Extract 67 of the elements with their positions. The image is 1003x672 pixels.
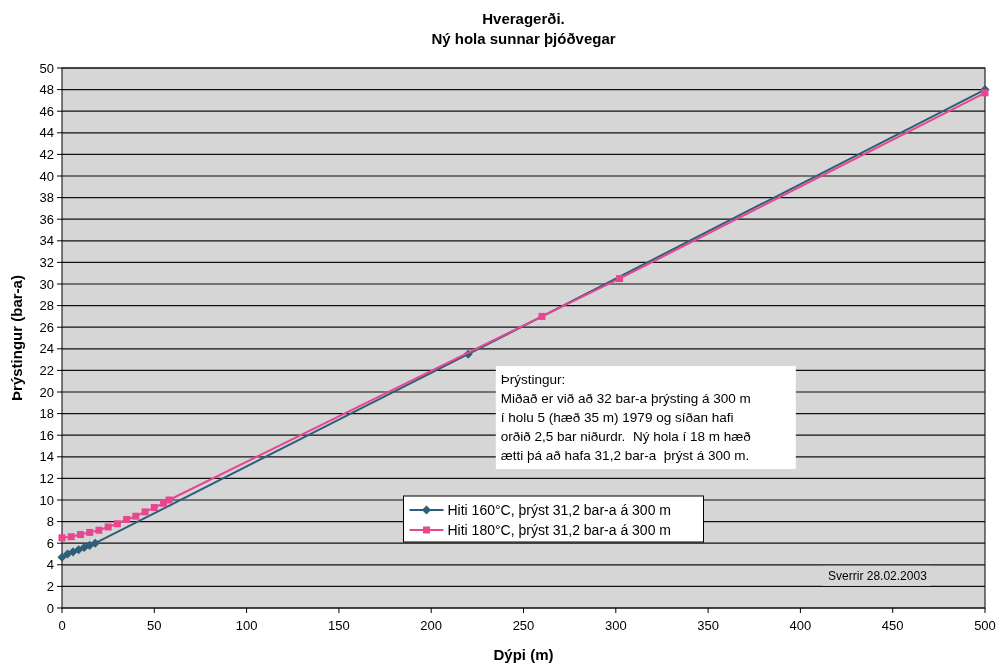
annotation: Þrýstingur: Miðað er við að 32 bar-a þrýsting á 300 m í holu 5 (hæð 35 m) 1979 og síðan hafi orðið 2,5 bar niðurdr. Ný hola í 18 m hæð ætti þá að hafa 31,2 bar-a þrýst á 300 m. <box>500 372 751 464</box>
y-tick-label: 14 <box>39 449 54 465</box>
y-tick-label: 16 <box>39 427 54 443</box>
point <box>104 523 112 531</box>
x-tick-label: 50 <box>147 618 162 633</box>
point <box>68 547 78 557</box>
x-tick-label: 350 <box>697 618 719 633</box>
y-tick-label: 30 <box>39 276 54 292</box>
annotation: Sverrir 28.02.2003 <box>828 568 928 583</box>
x-tick-label: 100 <box>235 618 258 633</box>
point <box>76 531 84 539</box>
y-tick-label: 36 <box>39 211 54 227</box>
point <box>113 520 121 528</box>
y-tick-label: 26 <box>39 319 54 335</box>
x-tick-label: 150 <box>328 618 350 633</box>
point <box>57 552 67 562</box>
x-axis-title: Dýpi (m) <box>493 646 554 663</box>
y-tick-label: 46 <box>39 103 54 119</box>
y-tick-label: 28 <box>39 298 54 314</box>
y-tick-label: 6 <box>46 535 54 551</box>
point <box>58 534 66 542</box>
y-tick-label: 40 <box>39 168 54 184</box>
point <box>90 538 100 548</box>
point <box>538 312 546 320</box>
y-tick-label: 8 <box>46 514 54 530</box>
y-tick-label: 2 <box>46 578 54 594</box>
point <box>67 533 75 541</box>
y-tick-label: 22 <box>39 362 54 378</box>
y-tick-label: 38 <box>39 190 54 206</box>
y-tick-label: 50 <box>39 60 54 76</box>
x-tick-label: 250 <box>512 618 535 633</box>
x-tick-label: 300 <box>604 618 627 633</box>
y-tick-label: 0 <box>46 600 54 616</box>
y-tick-label: 32 <box>39 254 54 270</box>
chart-subtitle: Ný hola sunnar þjóðvegar <box>431 30 616 47</box>
y-tick-label: 34 <box>39 233 54 249</box>
point <box>132 512 140 520</box>
point <box>150 504 158 512</box>
y-tick-label: 44 <box>39 125 54 141</box>
y-tick-label: 10 <box>39 492 54 508</box>
y-tick-label: 20 <box>39 384 54 400</box>
y-axis-title: Þrýstingur (bar-a) <box>8 275 25 401</box>
y-tick-label: 48 <box>39 82 54 98</box>
y-tick-label: 4 <box>46 557 54 573</box>
point <box>160 499 168 507</box>
y-tick-label: 24 <box>39 341 54 357</box>
point <box>981 89 989 97</box>
point <box>62 549 73 559</box>
point <box>85 540 95 550</box>
x-tick-label: 0 <box>58 618 66 633</box>
point <box>123 515 131 523</box>
point <box>86 528 94 536</box>
chart-title: Hveragerði. <box>482 10 565 27</box>
legend-label: Hiti 180°C, þrýst 31,2 bar-a á 300 m <box>447 521 671 538</box>
point <box>615 275 623 283</box>
point <box>141 508 149 516</box>
x-tick-label: 450 <box>881 618 904 633</box>
y-tick-label: 42 <box>39 146 54 162</box>
legend-label: Hiti 160°C, þrýst 31,2 bar-a á 300 m <box>447 501 671 518</box>
point <box>95 526 103 534</box>
point <box>165 496 173 504</box>
point <box>74 545 84 555</box>
x-tick-label: 200 <box>420 618 443 633</box>
x-tick-label: 400 <box>789 618 812 633</box>
y-tick-label: 18 <box>39 406 54 422</box>
x-tick-label: 500 <box>974 618 996 633</box>
y-tick-label: 12 <box>39 470 54 486</box>
